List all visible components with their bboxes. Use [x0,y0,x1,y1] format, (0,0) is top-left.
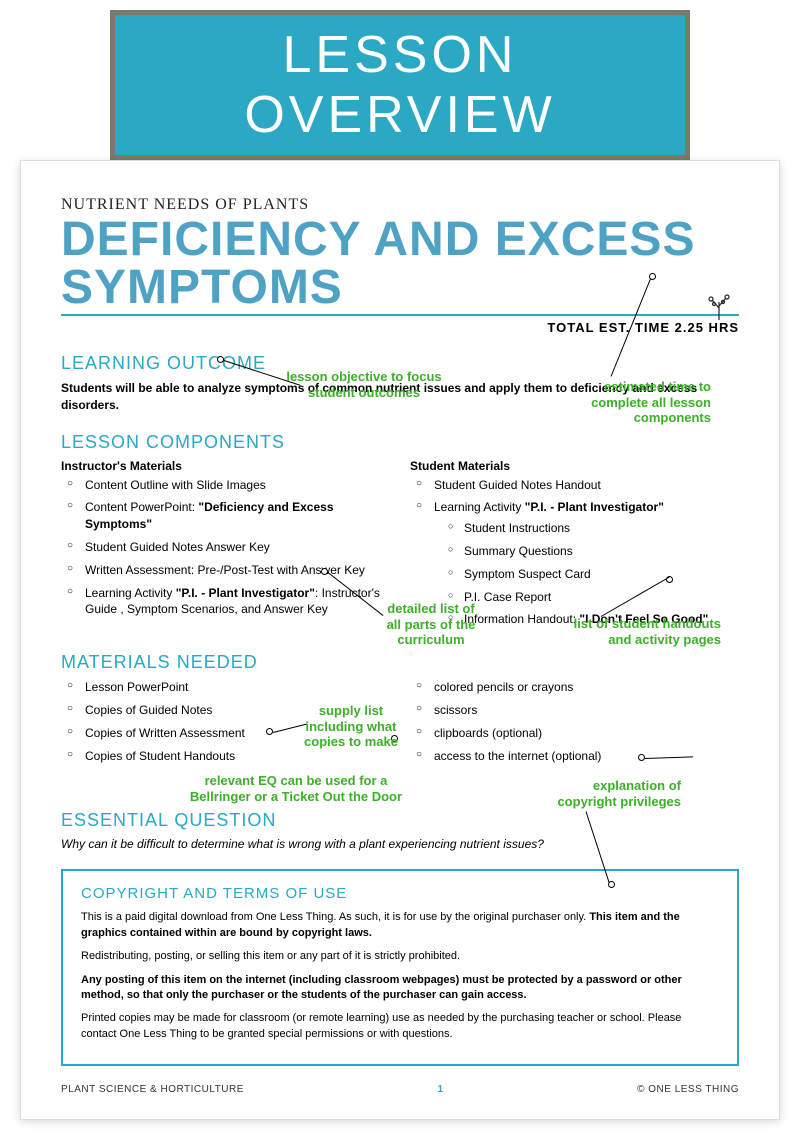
lesson-components-heading: LESSON COMPONENTS [61,432,739,453]
list-item: Information Handout: "I Don't Feel So Go… [448,611,739,628]
footer: PLANT SCIENCE & HORTICULTURE 1 © ONE LES… [61,1084,739,1095]
materials-cols: Lesson PowerPoint Copies of Guided Notes C… [61,679,739,770]
materials-right-list: colored pencils or crayons scissors clipbo… [410,679,739,764]
copyright-p2: Redistributing, posting, or selling this… [81,949,719,964]
learning-outcome-heading: LEARNING OUTCOME [61,353,739,374]
list-item: Summary Questions [448,543,739,560]
materials-left-list: Lesson PowerPoint Copies of Guided Notes C… [61,679,390,764]
est-time: TOTAL EST. TIME 2.25 HRS [61,320,739,335]
tree-icon [704,294,734,324]
list-item: Lesson PowerPoint [67,679,390,696]
list-item: Written Assessment: Pre-/Post-Test with … [67,562,390,579]
copyright-p1: This is a paid digital download from One… [81,910,719,941]
list-item: Copies of Guided Notes [67,702,390,719]
materials-right: colored pencils or crayons scissors clipbo… [410,679,739,770]
footer-right: © ONE LESS THING [637,1084,739,1095]
list-item: Copies of Written Assessment [67,725,390,742]
list-item: Symptom Suspect Card [448,566,739,583]
annot-copyright: explanation ofcopyright privileges [521,778,681,809]
student-col: Student Materials Student Guided Notes H… [410,459,739,635]
list-item: scissors [416,702,739,719]
list-item: access to the internet (optional) [416,748,739,765]
instructor-col: Instructor's Materials Content Outline w… [61,459,390,635]
list-item: colored pencils or crayons [416,679,739,696]
pretitle: NUTRIENT NEEDS OF PLANTS [61,196,739,214]
copyright-p3: Any posting of this item on the internet… [81,973,719,1004]
banner-title: LESSON OVERVIEW [135,25,665,145]
page-title: DEFICIENCY AND EXCESS SYMPTOMS [61,216,739,316]
materials-heading: MATERIALS NEEDED [61,652,739,673]
annot-eq: relevant EQ can be used for aBellringer … [186,773,406,804]
list-item: Learning Activity "P.I. - Plant Investig… [67,585,390,619]
page-number: 1 [437,1084,443,1095]
list-item: P.I. Case Report [448,589,739,606]
eq-heading: ESSENTIAL QUESTION [61,810,739,831]
copyright-box: COPYRIGHT AND TERMS OF USE This is a pai… [61,869,739,1066]
list-item: Copies of Student Handouts [67,748,390,765]
learning-outcome-text: Students will be able to analyze symptom… [61,380,739,414]
student-list: Student Guided Notes Handout Learning Act… [410,477,739,629]
list-item: Student Instructions [448,520,739,537]
eq-text: Why can it be difficult to determine wha… [61,837,739,851]
instructor-heading: Instructor's Materials [61,459,390,473]
list-item: Learning Activity "P.I. - Plant Investig… [416,499,739,628]
materials-left: Lesson PowerPoint Copies of Guided Notes C… [61,679,390,770]
instructor-list: Content Outline with Slide Images Content… [61,477,390,619]
student-heading: Student Materials [410,459,739,473]
list-item: clipboards (optional) [416,725,739,742]
lesson-components-cols: Instructor's Materials Content Outline w… [61,459,739,635]
list-item: Student Guided Notes Answer Key [67,539,390,556]
copyright-p4: Printed copies may be made for classroom… [81,1011,719,1042]
title-text: DEFICIENCY AND EXCESS SYMPTOMS [61,213,695,314]
copyright-heading: COPYRIGHT AND TERMS OF USE [81,885,719,902]
list-item: Student Guided Notes Handout [416,477,739,494]
list-item: Content PowerPoint: "Deficiency and Exce… [67,499,390,533]
footer-left: PLANT SCIENCE & HORTICULTURE [61,1084,244,1095]
page: NUTRIENT NEEDS OF PLANTS DEFICIENCY AND … [20,160,780,1120]
banner: LESSON OVERVIEW [110,10,690,160]
list-item: Content Outline with Slide Images [67,477,390,494]
